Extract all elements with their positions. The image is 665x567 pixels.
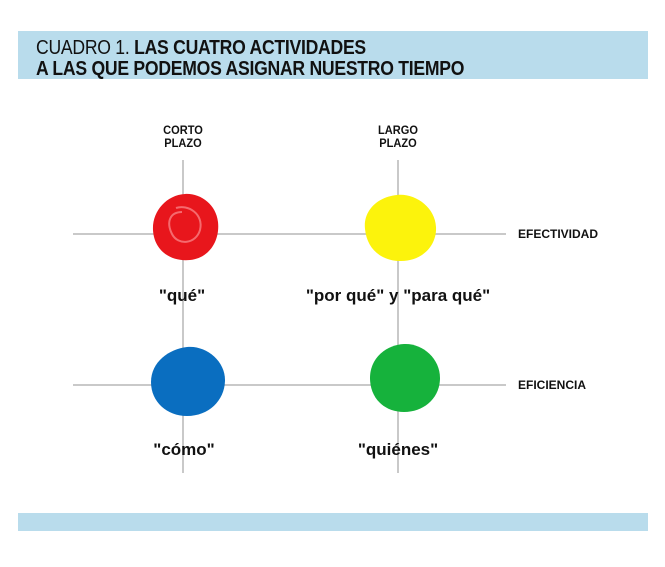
- column-label-long-term-line1: LARGO: [378, 123, 418, 137]
- effectiveness-axis-line: [73, 233, 506, 235]
- footer-band: [18, 513, 648, 531]
- column-label-short-term-line1: CORTO: [163, 123, 203, 137]
- quadrant-label-quienes: "quiénes": [357, 440, 439, 459]
- header-title-line1: CUADRO 1. LAS CUATRO ACTIVIDADES: [36, 37, 366, 59]
- quadrant-label-por-que: "por qué" y "para qué": [305, 286, 491, 305]
- column-label-long-term: LARGO PLAZO: [361, 124, 435, 150]
- row-label-efficiency: EFICIENCIA: [518, 378, 587, 392]
- column-label-short-term: CORTO PLAZO: [146, 124, 220, 150]
- header-title: LAS CUATRO ACTIVIDADES: [134, 37, 366, 59]
- row-label-effectiveness: EFECTIVIDAD: [518, 227, 599, 241]
- header-band: [18, 31, 648, 79]
- header-title-line2: A LAS QUE PODEMOS ASIGNAR NUESTRO TIEMPO: [36, 58, 465, 80]
- column-label-short-term-line2: PLAZO: [164, 136, 202, 150]
- yellow-dot: [364, 194, 437, 261]
- short-term-axis-line: [182, 160, 184, 473]
- long-term-axis-line: [397, 160, 399, 473]
- column-label-long-term-line2: PLAZO: [379, 136, 417, 150]
- quadrant-label-como: "cómo": [153, 440, 215, 459]
- red-dot: [152, 193, 219, 261]
- blue-dot: [151, 346, 225, 416]
- green-dot: [370, 343, 440, 412]
- quadrant-label-que: "qué": [158, 286, 206, 305]
- header-prefix: CUADRO 1.: [36, 37, 130, 59]
- efficiency-axis-line: [73, 384, 506, 386]
